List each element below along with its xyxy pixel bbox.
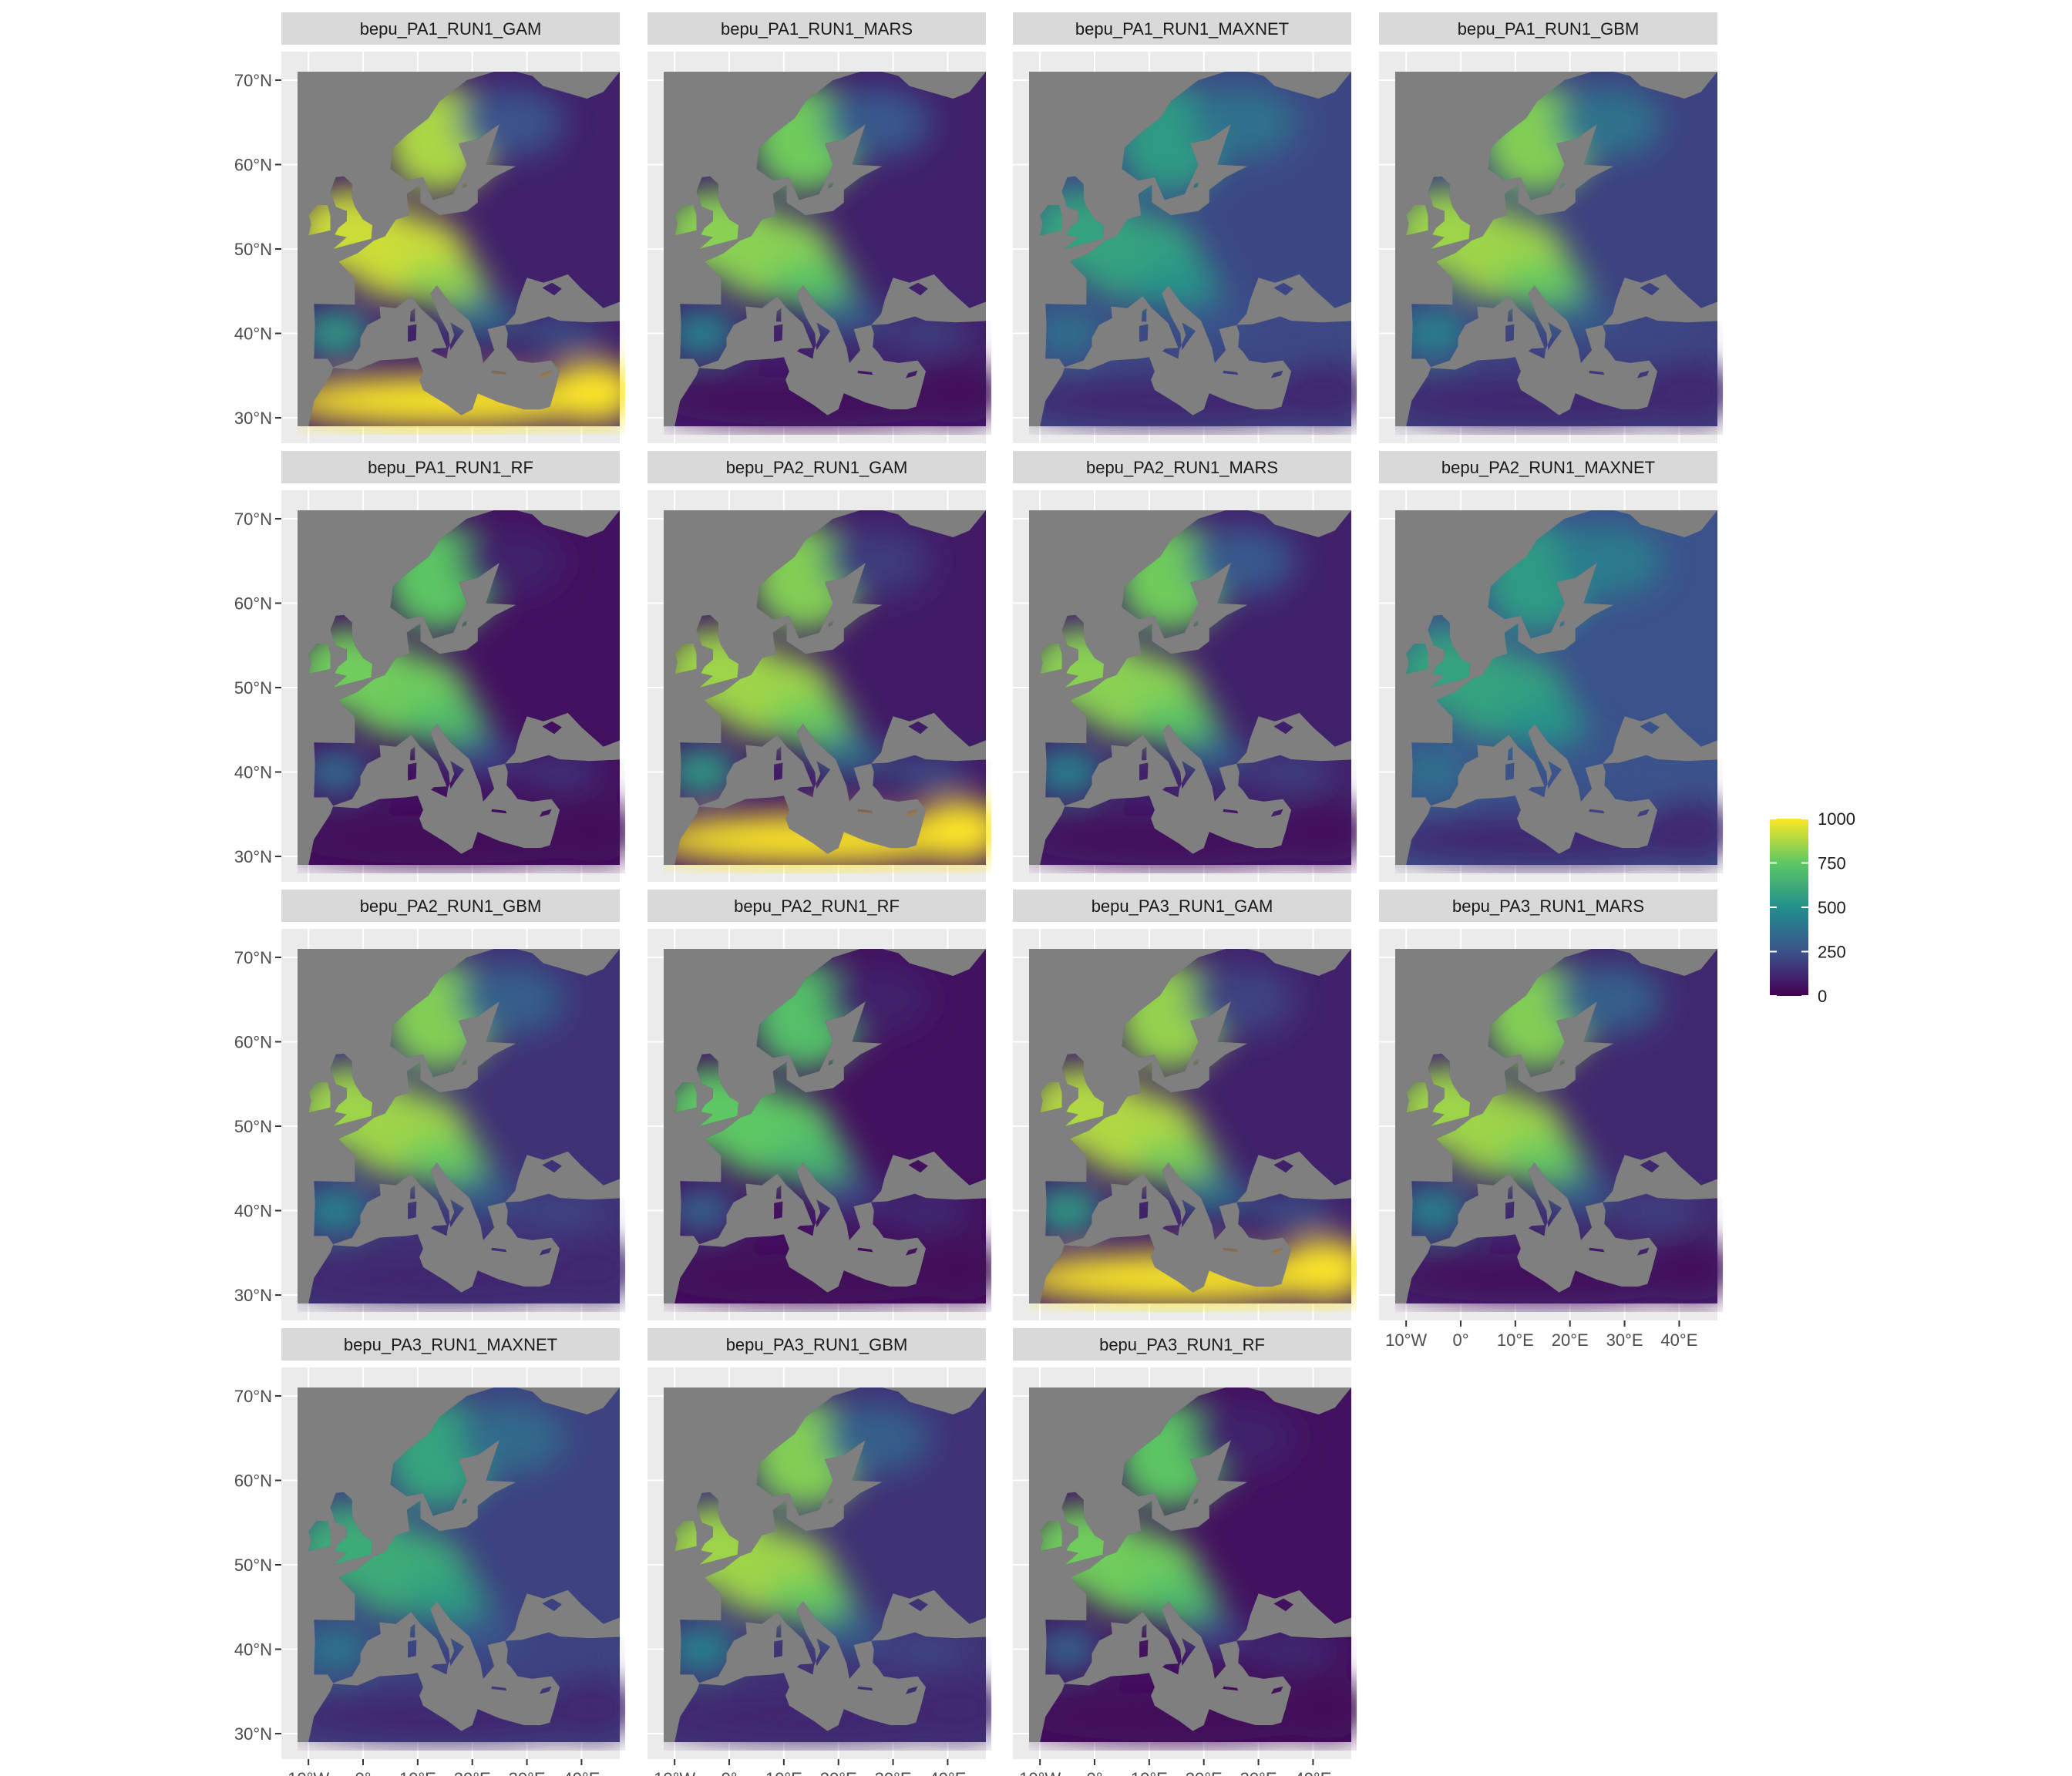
lat-tick-label: 40°N	[234, 763, 272, 782]
lat-tick-label: 50°N	[234, 678, 272, 698]
color-legend: 1000 750 500 250 0	[1770, 809, 1855, 1006]
facet-title: bepu_PA2_RUN1_RF	[734, 896, 900, 916]
facet-title: bepu_PA3_RUN1_MAXNET	[344, 1335, 557, 1354]
facet-panel: bepu_PA3_RUN1_MAXNET	[281, 1328, 626, 1759]
lat-tick-label: 60°N	[234, 1471, 272, 1490]
facet-strip	[1013, 890, 1351, 922]
legend-label: 500	[1818, 898, 1846, 917]
facet-panel: bepu_PA1_RUN1_GBM	[1379, 12, 1724, 443]
lat-tick-label: 60°N	[234, 155, 272, 174]
lat-tick-label: 30°N	[234, 1286, 272, 1305]
legend-label: 750	[1818, 854, 1846, 873]
lon-tick-label: 40°E	[563, 1769, 600, 1776]
facet-strip	[648, 451, 986, 483]
facet-panel: bepu_PA2_RUN1_RF	[648, 890, 992, 1320]
lat-tick-label: 50°N	[234, 1556, 272, 1575]
facet-panel: bepu_PA1_RUN1_MARS	[648, 12, 992, 443]
facet-panel: bepu_PA3_RUN1_GAM	[1013, 890, 1357, 1320]
facet-panel: bepu_PA2_RUN1_MAXNET	[1379, 451, 1724, 882]
legend-label: 1000	[1818, 809, 1855, 829]
lat-tick-label: 60°N	[234, 1032, 272, 1051]
lon-tick-label: 20°E	[454, 1769, 491, 1776]
facet-panel: bepu_PA1_RUN1_MAXNET	[1013, 12, 1357, 443]
facet-title: bepu_PA3_RUN1_GBM	[726, 1335, 908, 1354]
lon-tick-label: 30°E	[1606, 1330, 1643, 1350]
facet-strip	[648, 1328, 986, 1361]
facet-strip	[281, 451, 620, 483]
lon-tick-label: 10°E	[1131, 1769, 1168, 1776]
facet-strip	[1013, 12, 1351, 45]
facet-strip	[1379, 451, 1717, 483]
lat-tick-label: 40°N	[234, 1202, 272, 1221]
lat-tick-label: 50°N	[234, 1117, 272, 1136]
facet-title: bepu_PA2_RUN1_GBM	[360, 896, 542, 916]
facet-strip	[281, 12, 620, 45]
lat-tick-label: 70°N	[234, 1387, 272, 1406]
facet-title: bepu_PA3_RUN1_RF	[1099, 1335, 1265, 1354]
facet-title: bepu_PA3_RUN1_MARS	[1452, 896, 1644, 916]
lat-tick-label: 70°N	[234, 71, 272, 90]
legend-label: 0	[1818, 987, 1827, 1006]
facet-panel: bepu_PA1_RUN1_RF	[281, 451, 626, 882]
legend-label: 250	[1818, 943, 1846, 962]
lat-tick-label: 40°N	[234, 325, 272, 344]
lat-tick-label: 30°N	[234, 1724, 272, 1744]
lon-tick-label: 10°E	[1497, 1330, 1534, 1350]
facet-panel: bepu_PA2_RUN1_GBM	[281, 890, 626, 1320]
lon-tick-label: 10°W	[1385, 1330, 1427, 1350]
lat-tick-label: 30°N	[234, 847, 272, 866]
lat-tick-label: 50°N	[234, 240, 272, 259]
facet-title: bepu_PA3_RUN1_GAM	[1092, 896, 1273, 916]
lon-tick-label: 40°E	[1660, 1330, 1697, 1350]
lon-tick-label: 30°E	[1240, 1769, 1277, 1776]
facet-strip	[1379, 890, 1717, 922]
axes: 70°N 60°N 50°N 40°N 30°N 70°N 60°N 50°N 40°N 30°N…	[234, 71, 1698, 1776]
lon-tick-label: 10°W	[654, 1769, 695, 1776]
facet-panel: bepu_PA3_RUN1_RF	[1013, 1328, 1357, 1759]
lon-tick-label: 30°E	[875, 1769, 912, 1776]
facet-title: bepu_PA2_RUN1_GAM	[726, 458, 908, 477]
facet-strip	[1013, 1328, 1351, 1361]
lon-tick-label: 20°E	[1186, 1769, 1223, 1776]
facet-strip	[648, 12, 986, 45]
lon-tick-label: 20°E	[820, 1769, 857, 1776]
lon-tick-label: 10°W	[288, 1769, 329, 1776]
lon-tick-label: 20°E	[1552, 1330, 1589, 1350]
lat-tick-label: 70°N	[234, 948, 272, 967]
lat-tick-label: 70°N	[234, 510, 272, 529]
panels-layer: bepu_PA1_RUN1_GAM bepu_PA1_RUN1_MARS bepu_…	[234, 12, 1724, 1776]
facet-title: bepu_PA1_RUN1_RF	[368, 458, 533, 477]
facet-panel: bepu_PA3_RUN1_GBM	[648, 1328, 992, 1759]
lon-tick-label: 30°E	[509, 1769, 546, 1776]
facet-strip	[648, 890, 986, 922]
lon-tick-label: 40°E	[1294, 1769, 1331, 1776]
lon-tick-label: 40°E	[929, 1769, 966, 1776]
lat-tick-label: 40°N	[234, 1640, 272, 1660]
lat-tick-label: 30°N	[234, 409, 272, 428]
facet-title: bepu_PA1_RUN1_GAM	[360, 19, 542, 39]
facet-title: bepu_PA2_RUN1_MAXNET	[1441, 458, 1655, 477]
facet-strip	[281, 890, 620, 922]
lon-tick-label: 0°	[1086, 1769, 1102, 1776]
facet-strip	[1379, 12, 1717, 45]
lon-tick-label: 0°	[721, 1769, 737, 1776]
facet-title: bepu_PA1_RUN1_MAXNET	[1075, 19, 1289, 39]
facet-title: bepu_PA2_RUN1_MARS	[1086, 458, 1278, 477]
facet-panel: bepu_PA1_RUN1_GAM	[281, 12, 626, 443]
lat-tick-label: 60°N	[234, 594, 272, 613]
facet-panel: bepu_PA2_RUN1_GAM	[648, 451, 992, 882]
lon-tick-label: 10°E	[765, 1769, 802, 1776]
lon-tick-label: 10°E	[399, 1769, 436, 1776]
facet-strip	[1013, 451, 1351, 483]
lon-tick-label: 0°	[355, 1769, 371, 1776]
facet-panel: bepu_PA2_RUN1_MARS	[1013, 451, 1357, 882]
facet-strip	[281, 1328, 620, 1361]
facet-panel: bepu_PA3_RUN1_MARS	[1379, 890, 1724, 1320]
lon-tick-label: 0°	[1452, 1330, 1468, 1350]
lon-tick-label: 10°W	[1019, 1769, 1061, 1776]
facet-title: bepu_PA1_RUN1_GBM	[1458, 19, 1640, 39]
facet-title: bepu_PA1_RUN1_MARS	[721, 19, 913, 39]
